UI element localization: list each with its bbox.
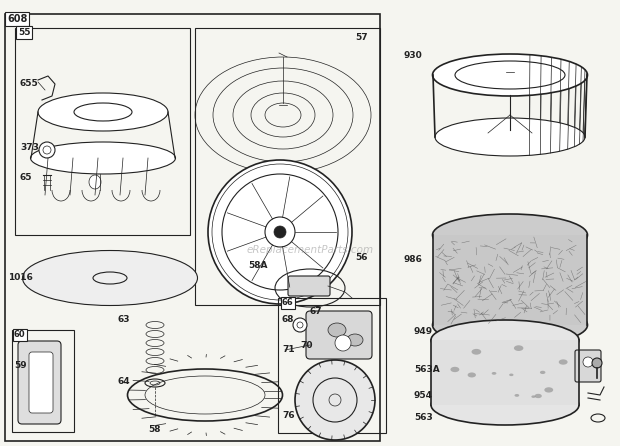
Text: 68: 68: [282, 315, 294, 325]
Text: 58: 58: [148, 425, 161, 434]
Text: 59: 59: [14, 360, 27, 369]
Text: 655: 655: [20, 78, 38, 87]
FancyBboxPatch shape: [306, 311, 372, 359]
Text: 373: 373: [20, 144, 39, 153]
Bar: [5, 14, 380, 441]
Ellipse shape: [93, 272, 127, 284]
Text: 930: 930: [404, 50, 423, 59]
Ellipse shape: [559, 359, 568, 365]
Text: 64: 64: [118, 377, 131, 387]
Ellipse shape: [467, 372, 476, 377]
Text: 56: 56: [355, 253, 368, 263]
Text: 1016: 1016: [8, 273, 33, 282]
Text: 60: 60: [14, 330, 25, 339]
Ellipse shape: [515, 394, 519, 397]
FancyBboxPatch shape: [288, 276, 330, 296]
Ellipse shape: [433, 54, 588, 96]
Circle shape: [592, 358, 602, 368]
Text: 76: 76: [282, 410, 294, 420]
Text: 71: 71: [282, 346, 294, 355]
Circle shape: [39, 142, 55, 158]
Ellipse shape: [433, 214, 588, 256]
Circle shape: [295, 360, 375, 440]
Circle shape: [335, 335, 351, 351]
Text: 949: 949: [414, 327, 433, 336]
Circle shape: [222, 174, 338, 290]
Ellipse shape: [472, 349, 481, 355]
Text: 70: 70: [300, 340, 312, 350]
Ellipse shape: [534, 394, 542, 398]
Text: 563A: 563A: [414, 366, 440, 375]
Ellipse shape: [22, 251, 198, 306]
Ellipse shape: [431, 320, 579, 360]
Ellipse shape: [328, 323, 346, 337]
Ellipse shape: [509, 374, 513, 376]
Ellipse shape: [531, 396, 536, 398]
Text: 55: 55: [18, 28, 30, 37]
Text: 608: 608: [7, 14, 27, 24]
Bar: [15, 28, 190, 235]
Ellipse shape: [433, 304, 588, 346]
Text: 563: 563: [414, 413, 433, 422]
Circle shape: [583, 357, 593, 367]
FancyBboxPatch shape: [18, 341, 61, 424]
FancyBboxPatch shape: [29, 352, 53, 413]
Text: eReplacementParts.com: eReplacementParts.com: [246, 245, 374, 255]
Ellipse shape: [435, 118, 585, 156]
Bar: [278, 298, 386, 433]
Ellipse shape: [38, 93, 168, 131]
Bar: [195, 28, 380, 305]
Ellipse shape: [30, 142, 175, 174]
Text: 63: 63: [118, 315, 130, 325]
Text: 58A: 58A: [248, 260, 267, 269]
Circle shape: [293, 318, 307, 332]
Ellipse shape: [544, 387, 553, 392]
Text: 57: 57: [355, 33, 368, 42]
Bar: [12, 330, 74, 432]
Ellipse shape: [514, 345, 523, 351]
Text: 65: 65: [20, 173, 32, 182]
Ellipse shape: [492, 372, 497, 375]
Text: 67: 67: [310, 307, 322, 317]
Ellipse shape: [89, 175, 101, 189]
Ellipse shape: [347, 334, 363, 346]
Ellipse shape: [540, 371, 546, 374]
Bar: [433, 235, 587, 325]
Ellipse shape: [74, 103, 132, 121]
FancyBboxPatch shape: [575, 350, 601, 382]
Circle shape: [208, 160, 352, 304]
Text: 954: 954: [414, 391, 433, 400]
Text: 66: 66: [282, 298, 294, 307]
Text: 986: 986: [404, 256, 423, 264]
Ellipse shape: [451, 367, 459, 372]
Ellipse shape: [455, 61, 565, 89]
Ellipse shape: [431, 385, 579, 425]
Bar: [431, 340, 579, 405]
Circle shape: [274, 226, 286, 238]
Circle shape: [265, 217, 295, 247]
Circle shape: [43, 146, 51, 154]
